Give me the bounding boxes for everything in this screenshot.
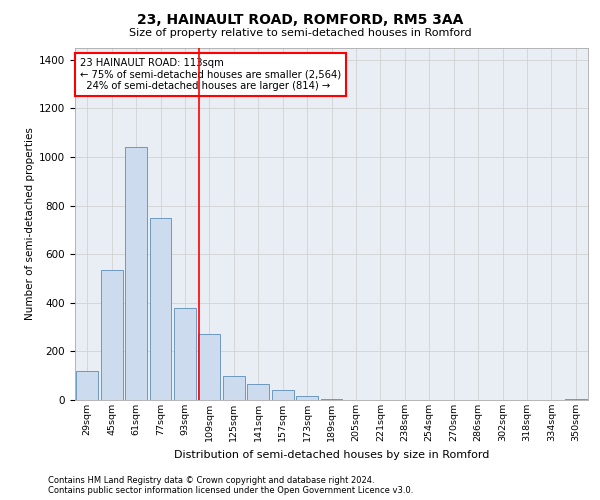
Y-axis label: Number of semi-detached properties: Number of semi-detached properties	[25, 128, 35, 320]
Bar	[247, 384, 269, 400]
Bar	[320, 399, 343, 400]
Bar	[199, 334, 220, 400]
Bar	[101, 270, 122, 400]
Text: Size of property relative to semi-detached houses in Romford: Size of property relative to semi-detach…	[128, 28, 472, 38]
Bar	[125, 147, 147, 400]
Bar	[272, 390, 293, 400]
Bar	[174, 308, 196, 400]
Bar	[149, 218, 172, 400]
Text: 23, HAINAULT ROAD, ROMFORD, RM5 3AA: 23, HAINAULT ROAD, ROMFORD, RM5 3AA	[137, 12, 463, 26]
Bar	[223, 376, 245, 400]
Text: Contains HM Land Registry data © Crown copyright and database right 2024.: Contains HM Land Registry data © Crown c…	[48, 476, 374, 485]
Bar	[296, 396, 318, 400]
X-axis label: Distribution of semi-detached houses by size in Romford: Distribution of semi-detached houses by …	[174, 450, 489, 460]
Text: 23 HAINAULT ROAD: 113sqm
← 75% of semi-detached houses are smaller (2,564)
  24%: 23 HAINAULT ROAD: 113sqm ← 75% of semi-d…	[80, 58, 341, 92]
Bar	[76, 371, 98, 400]
Text: Contains public sector information licensed under the Open Government Licence v3: Contains public sector information licen…	[48, 486, 413, 495]
Bar	[565, 399, 587, 400]
